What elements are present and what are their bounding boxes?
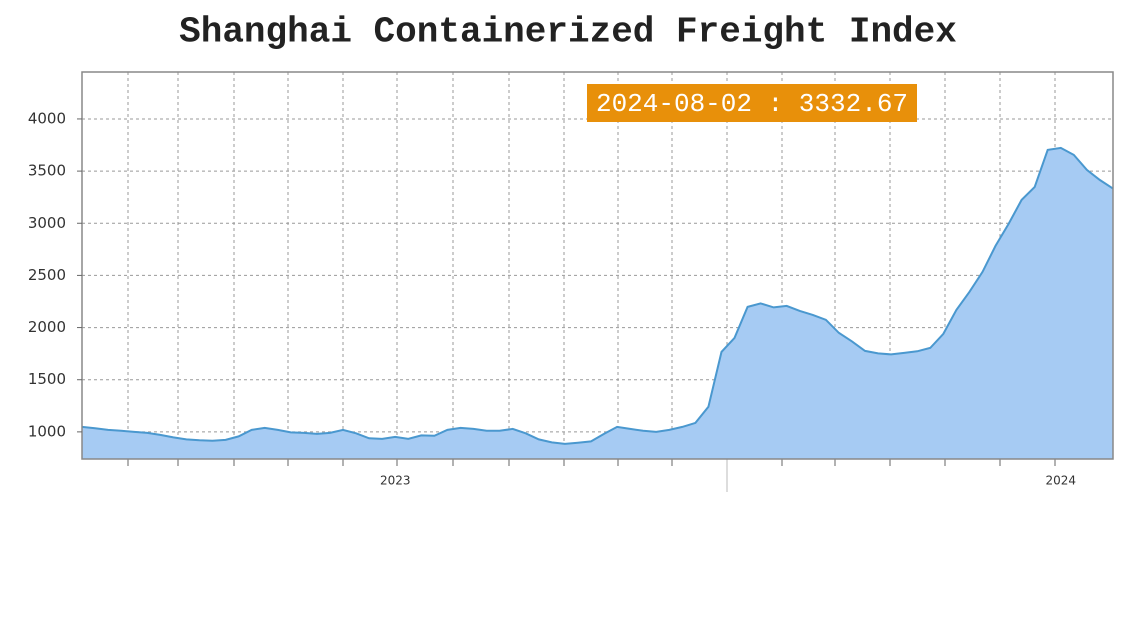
y-tick-label: 3000 xyxy=(28,214,66,232)
line xyxy=(81,146,1114,445)
y-tick-label: 1500 xyxy=(28,370,66,388)
x-ticks xyxy=(127,459,1056,492)
area xyxy=(82,147,1113,459)
x-tick-label: 2024 xyxy=(1046,474,1077,488)
plot-border xyxy=(81,71,1114,460)
y-tick-label: 4000 xyxy=(28,109,66,127)
y-tick-label: 2000 xyxy=(28,318,66,336)
annotation: 2024-08-02 : 3332.67 xyxy=(596,89,908,119)
x-tick-label: 2023 xyxy=(380,474,411,488)
y-tick-label: 1000 xyxy=(28,422,66,440)
y-tick-label: 3500 xyxy=(28,162,66,180)
y-tick-label: 2500 xyxy=(28,266,66,284)
chart-title: Shanghai Containerized Freight Index xyxy=(179,12,957,53)
annotation-box xyxy=(587,84,917,122)
